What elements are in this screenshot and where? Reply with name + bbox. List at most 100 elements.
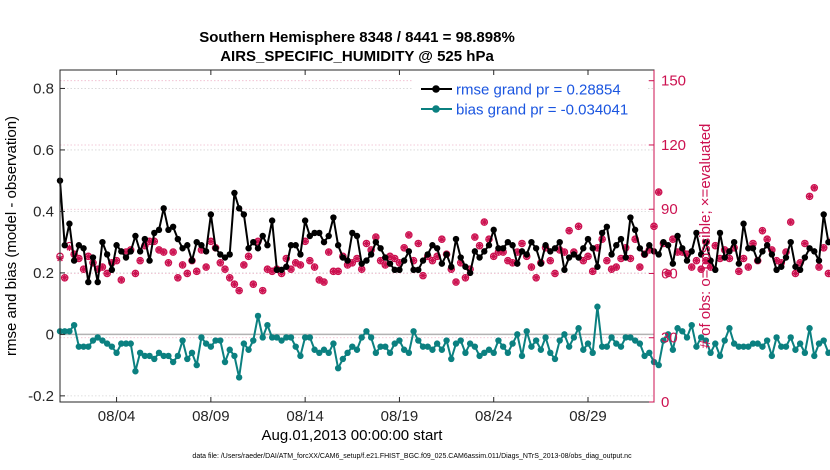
rmse-point — [415, 266, 422, 274]
obs-evaluated-point — [452, 278, 460, 286]
bias-point — [773, 334, 780, 341]
bias-point — [334, 364, 342, 372]
rmse-point — [608, 251, 615, 258]
obs-evaluated-point — [367, 246, 375, 254]
bias-point — [127, 340, 134, 347]
bias-point — [551, 355, 559, 363]
rmse-point — [169, 223, 177, 230]
bias-point — [721, 337, 728, 344]
bias-point — [796, 340, 804, 347]
rmse-point — [122, 254, 130, 261]
rmse-point — [457, 254, 464, 261]
rmse-point — [716, 229, 724, 237]
rmse-point — [476, 254, 483, 261]
bias-point — [570, 334, 578, 341]
bias-point — [122, 340, 130, 347]
obs-evaluated-point — [504, 257, 512, 264]
rmse-point — [235, 205, 243, 212]
bias-point — [75, 343, 83, 350]
obs-evaluated-point — [499, 248, 507, 256]
bias-point — [391, 340, 398, 347]
obs-evaluated-point — [796, 259, 804, 266]
bias-point — [273, 334, 281, 341]
bias-point — [735, 343, 743, 350]
rmse-point — [250, 238, 257, 246]
obs-evaluated-point — [679, 248, 686, 256]
rmse-point — [268, 217, 276, 224]
bias-point — [485, 346, 493, 353]
bias-point — [782, 343, 790, 350]
rmse-point — [94, 278, 101, 286]
bias-point — [377, 343, 384, 350]
bias-point — [358, 334, 365, 341]
rmse-point — [631, 226, 639, 234]
obs-evaluated-point — [580, 257, 587, 264]
rmse-point — [372, 238, 380, 246]
bias-point — [707, 349, 714, 357]
rmse-point — [565, 254, 573, 261]
bias-point — [344, 349, 351, 357]
rmse-point — [825, 238, 830, 246]
obs-evaluated-point — [113, 257, 120, 264]
rmse-point — [85, 278, 92, 286]
bias-point — [806, 325, 813, 332]
obs-evaluated-point — [759, 227, 766, 234]
rmse-point — [254, 245, 262, 252]
rmse-point — [325, 232, 332, 240]
rmse-point — [367, 251, 375, 258]
bias-point — [405, 349, 413, 357]
obs-evaluated-point — [235, 287, 243, 294]
rmse-point — [551, 245, 559, 252]
rmse-point — [721, 254, 728, 261]
y2-tick-label-5: 150 — [661, 73, 686, 90]
rmse-point — [217, 251, 224, 258]
bias-point — [716, 352, 724, 360]
obs-evaluated-point — [495, 248, 502, 256]
bias-point — [514, 331, 521, 338]
bias-point — [386, 349, 394, 357]
obs-evaluated-point — [485, 236, 493, 243]
obs-evaluated-point — [94, 266, 101, 273]
obs-evaluated-point — [259, 287, 266, 294]
rmse-point — [127, 248, 134, 255]
rmse-point — [245, 245, 252, 252]
bias-point — [306, 334, 314, 341]
obs-evaluated-point — [61, 274, 68, 281]
bias-point — [452, 340, 460, 347]
rmse-point — [561, 266, 568, 274]
rmse-point — [806, 245, 813, 252]
y-tick-label-0: -0.2 — [28, 388, 54, 405]
bias-point — [325, 349, 332, 357]
obs-evaluated-point — [655, 188, 662, 196]
obs-evaluated-point — [396, 259, 403, 266]
obs-evaluated-point — [627, 255, 634, 262]
rmse-point — [462, 263, 469, 270]
obs-evaluated-point — [85, 253, 92, 260]
obs-evaluated-point — [712, 242, 719, 249]
bias-point — [768, 352, 776, 360]
rmse-point — [113, 242, 120, 249]
obs-evaluated-point — [169, 248, 177, 256]
obs-evaluated-point — [217, 259, 224, 266]
bias-point — [278, 337, 285, 344]
obs-evaluated-point — [405, 231, 413, 239]
obs-evaluated-point — [481, 218, 488, 226]
rmse-point — [664, 242, 672, 249]
rmse-point — [693, 229, 700, 237]
bias-point — [457, 337, 464, 344]
obs-evaluated-point — [825, 270, 830, 277]
x-tick-label-0: 08/04 — [98, 408, 136, 425]
rmse-point — [763, 242, 771, 249]
rmse-point — [646, 242, 653, 249]
obs-evaluated-point — [745, 263, 752, 271]
obs-evaluated-point — [476, 242, 483, 249]
obs-evaluated-point — [532, 274, 540, 281]
rmse-point — [311, 229, 318, 237]
rmse-point — [386, 260, 394, 267]
rmse-point — [202, 248, 210, 255]
bias-point — [136, 349, 144, 357]
rmse-point — [655, 251, 662, 258]
obs-evaluated-point — [198, 246, 205, 254]
obs-evaluated-point — [603, 257, 611, 264]
rmse-point — [75, 242, 83, 249]
